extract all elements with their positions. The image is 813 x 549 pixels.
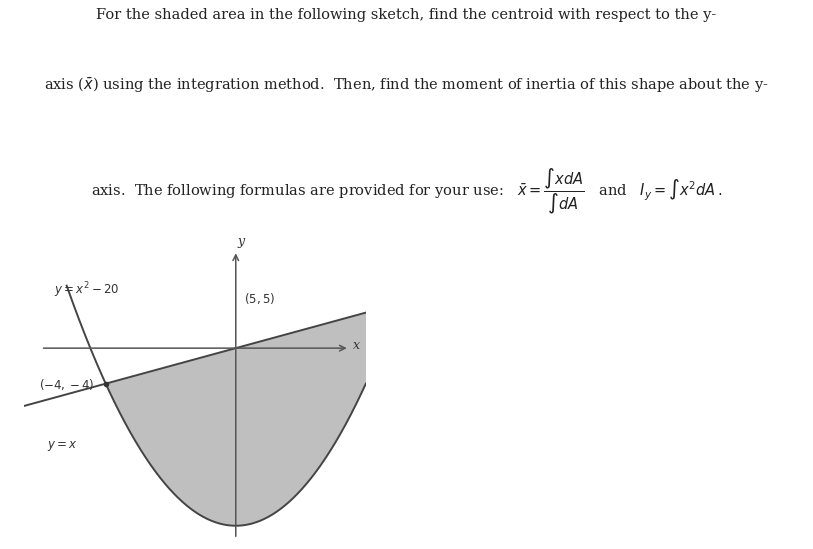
Text: $(5,5)$: $(5,5)$: [244, 290, 275, 305]
Text: $(-4,-4)$: $(-4,-4)$: [39, 377, 94, 391]
Text: $y = x$: $y = x$: [47, 439, 78, 453]
Text: y: y: [237, 235, 244, 248]
Text: For the shaded area in the following sketch, find the centroid with respect to t: For the shaded area in the following ske…: [97, 8, 716, 21]
Text: $y = x^2 - 20$: $y = x^2 - 20$: [54, 281, 119, 300]
Text: axis ($\bar{x}$) using the integration method.  Then, find the moment of inertia: axis ($\bar{x}$) using the integration m…: [44, 76, 769, 95]
Polygon shape: [106, 304, 398, 526]
Text: axis.  The following formulas are provided for your use:   $\bar{x} = \dfrac{\in: axis. The following formulas are provide…: [91, 167, 722, 216]
Text: x: x: [353, 339, 360, 352]
